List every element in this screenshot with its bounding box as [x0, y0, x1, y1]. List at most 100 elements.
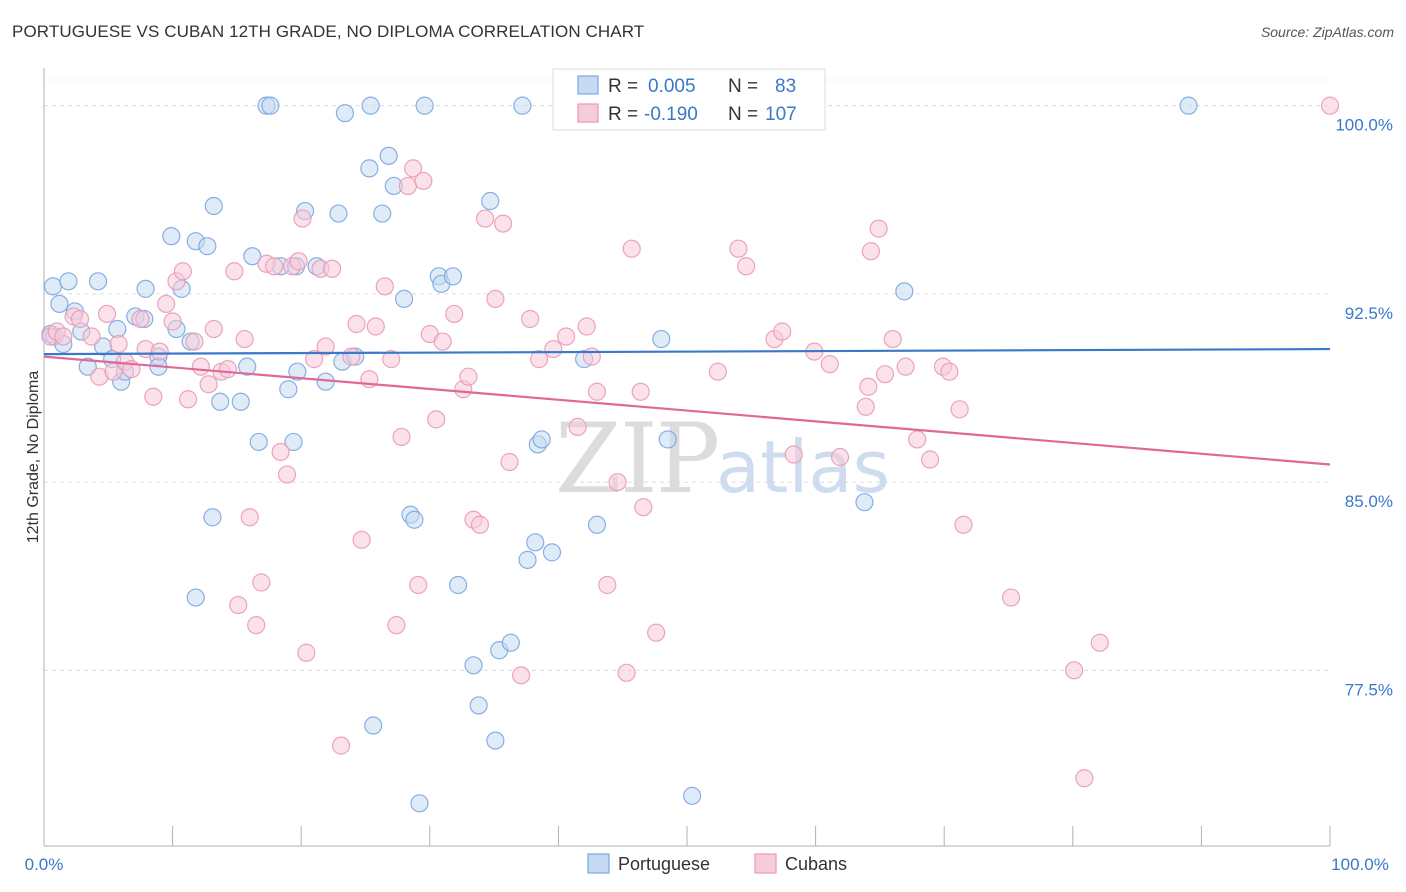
point-cubans-69: [494, 214, 513, 233]
point-portuguese-82: [186, 588, 205, 607]
point-portuguese-68: [587, 515, 607, 534]
point-portuguese-61: [513, 96, 532, 115]
point-portuguese-24: [211, 392, 230, 411]
point-cubans-67: [475, 209, 495, 228]
point-portuguese-14: [136, 279, 155, 298]
y-axis-label: 12th Grade, No Diploma: [25, 371, 42, 544]
chart-title: PORTUGUESE VS CUBAN 12TH GRADE, NO DIPLO…: [12, 22, 645, 41]
point-cubans-32: [252, 573, 271, 592]
point-cubans-38: [289, 252, 308, 271]
point-cubans-17: [163, 312, 182, 331]
point-cubans-113: [631, 382, 650, 401]
point-cubans-81: [608, 472, 627, 492]
point-portuguese-80: [361, 96, 380, 115]
x-ticks: [43, 826, 1331, 846]
legend-swatch-portuguese: [587, 853, 610, 874]
point-portuguese-32: [279, 380, 298, 399]
point-cubans-108: [1064, 661, 1084, 680]
point-portuguese-62: [518, 550, 537, 569]
point-cubans-98: [875, 365, 895, 384]
point-portuguese-27: [243, 247, 262, 266]
point-cubans-64: [459, 367, 478, 386]
point-cubans-27: [225, 262, 244, 281]
stats-swatch-cubans: [577, 103, 599, 123]
stats-r-value-portuguese: 0.005: [648, 76, 696, 97]
point-cubans-45: [331, 736, 351, 755]
y-tick-label-3: 77.5%: [1345, 680, 1393, 699]
point-cubans-79: [587, 382, 607, 401]
point-portuguese-72: [855, 493, 874, 512]
point-cubans-53: [387, 616, 406, 635]
point-cubans-91: [784, 445, 803, 464]
point-portuguese-60: [501, 633, 520, 652]
point-cubans-29: [235, 329, 254, 349]
trend-lines: [43, 347, 1331, 466]
point-cubans-23: [199, 375, 218, 394]
point-cubans-34: [265, 257, 284, 276]
point-portuguese-10: [108, 319, 127, 339]
stats-n-label-portuguese: N =: [728, 76, 758, 97]
stats-n-value-portuguese: 83: [775, 76, 796, 97]
point-portuguese-57: [481, 191, 500, 211]
point-cubans-75: [557, 327, 576, 346]
stats-r-value-cubans: -0.190: [644, 104, 698, 125]
y-tick-label-0: 100.0%: [1335, 116, 1393, 135]
point-portuguese-38: [329, 204, 348, 223]
point-cubans-62: [445, 304, 464, 324]
chart-source: Source: ZipAtlas.com: [1260, 24, 1394, 40]
point-portuguese-7: [88, 272, 108, 291]
point-portuguese-56: [469, 696, 488, 715]
point-cubans-71: [512, 666, 531, 685]
point-cubans-47: [347, 314, 366, 334]
legend-label-cubans: Cubans: [785, 854, 847, 874]
point-portuguese-58: [486, 731, 505, 750]
point-cubans-9: [109, 334, 128, 354]
point-cubans-41: [304, 350, 324, 369]
point-cubans-14: [144, 387, 163, 406]
point-portuguese-50: [415, 96, 434, 115]
point-cubans-104: [940, 362, 959, 381]
point-portuguese-79: [288, 362, 307, 381]
point-cubans-50: [366, 317, 385, 336]
point-cubans-54: [392, 427, 411, 447]
point-portuguese-73: [895, 282, 914, 301]
point-cubans-87: [729, 239, 748, 258]
point-cubans-100: [896, 357, 915, 376]
point-cubans-48: [352, 530, 371, 549]
point-cubans-99: [883, 329, 902, 349]
point-portuguese-47: [394, 289, 414, 308]
stats-n-label-cubans: N =: [728, 104, 758, 125]
point-cubans-19: [173, 262, 192, 281]
point-cubans-101: [908, 430, 927, 449]
point-cubans-111: [1320, 96, 1340, 115]
point-cubans-83: [622, 239, 641, 258]
point-cubans-36: [277, 465, 297, 484]
point-portuguese-3: [59, 272, 78, 291]
trend-line-portuguese: [43, 347, 1331, 356]
point-portuguese-55: [464, 656, 483, 675]
legend: Portuguese Cubans: [587, 853, 847, 874]
point-cubans-28: [229, 595, 248, 615]
point-portuguese-71: [683, 786, 702, 805]
point-cubans-105: [950, 400, 969, 419]
point-cubans-73: [530, 350, 549, 369]
point-cubans-95: [856, 397, 875, 416]
point-cubans-44: [322, 259, 342, 278]
legend-swatch-cubans: [754, 853, 777, 874]
point-portuguese-66: [542, 543, 562, 562]
point-portuguese-6: [78, 357, 97, 376]
point-portuguese-44: [373, 204, 392, 223]
point-cubans-72: [521, 309, 540, 329]
legend-label-portuguese: Portuguese: [618, 854, 710, 874]
point-portuguese-25: [231, 392, 250, 411]
point-cubans-56: [403, 159, 423, 178]
point-portuguese-2: [50, 294, 69, 314]
point-portuguese-1: [43, 277, 63, 296]
point-cubans-82: [617, 663, 636, 682]
point-cubans-7: [97, 304, 117, 324]
point-cubans-78: [582, 347, 601, 366]
point-portuguese-81: [410, 794, 429, 813]
stats-r-label-cubans: R =: [608, 104, 638, 125]
point-portuguese-69: [652, 329, 671, 349]
